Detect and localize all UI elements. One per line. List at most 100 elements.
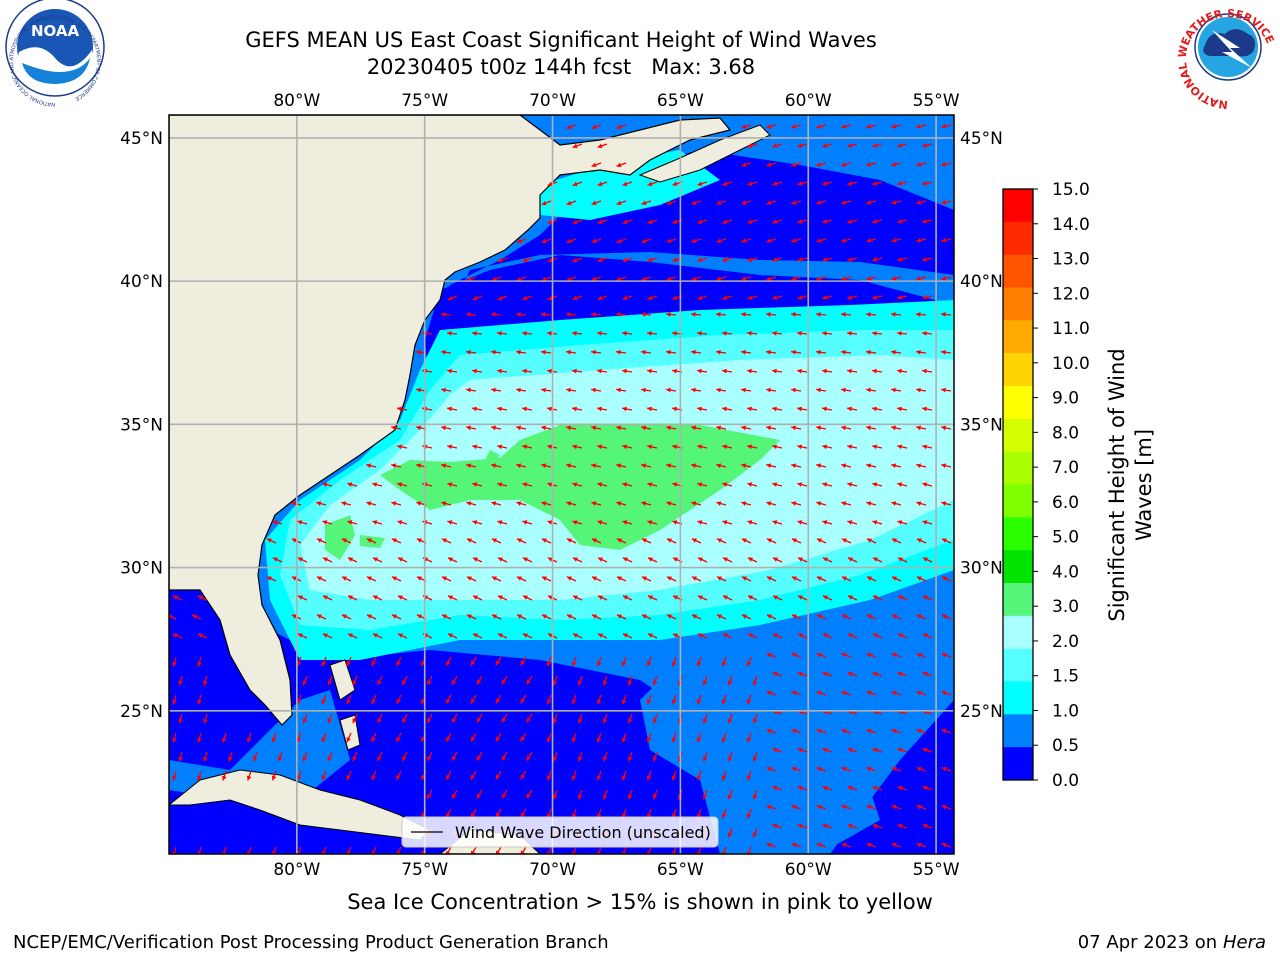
wind-wave-arrow xyxy=(647,444,658,450)
wind-wave-arrow xyxy=(941,161,952,167)
wind-wave-arrow xyxy=(501,713,508,723)
wind-wave-arrow xyxy=(916,766,927,772)
wind-wave-arrow xyxy=(696,656,702,667)
wind-wave-arrow xyxy=(891,200,902,205)
wind-wave-arrow xyxy=(596,694,602,705)
wind-wave-arrow xyxy=(916,463,927,469)
wind-wave-arrow xyxy=(897,557,908,563)
wind-wave-arrow xyxy=(941,199,952,205)
wind-wave-arrow xyxy=(522,557,533,563)
wind-wave-arrow xyxy=(922,406,933,412)
colorbar-tick-label: 0.0 xyxy=(1052,771,1079,791)
wind-wave-arrow xyxy=(891,652,902,658)
wind-wave-arrow xyxy=(552,675,558,686)
wind-wave-arrow xyxy=(322,633,333,639)
wind-wave-arrow xyxy=(541,538,552,544)
wind-wave-arrow xyxy=(470,808,477,818)
wind-wave-arrow xyxy=(470,770,477,780)
wind-wave-arrow xyxy=(520,656,527,666)
wind-wave-arrow xyxy=(347,595,358,601)
wind-wave-arrow xyxy=(841,349,852,355)
wind-wave-arrow xyxy=(347,557,358,563)
colorbar-tick-label: 5.0 xyxy=(1052,528,1079,548)
wind-wave-arrow xyxy=(497,295,508,301)
wind-wave-arrow xyxy=(440,312,452,317)
wind-wave-arrow xyxy=(246,732,252,743)
wind-wave-arrow xyxy=(447,406,458,412)
wind-wave-arrow xyxy=(741,387,752,393)
wind-wave-arrow xyxy=(865,312,877,317)
wind-wave-arrow xyxy=(716,538,727,544)
wind-wave-arrow xyxy=(722,219,733,224)
wind-wave-arrow xyxy=(847,143,858,148)
wind-wave-arrow xyxy=(696,330,708,336)
wind-wave-arrow xyxy=(497,444,508,450)
wind-wave-arrow xyxy=(747,633,758,639)
wind-wave-arrow xyxy=(352,713,358,724)
wind-wave-arrow xyxy=(372,595,383,601)
wind-wave-arrow xyxy=(822,633,833,639)
wind-wave-arrow xyxy=(847,671,858,677)
wind-wave-arrow xyxy=(866,652,877,658)
wind-wave-arrow xyxy=(841,538,852,544)
wind-wave-arrow xyxy=(622,257,633,263)
wind-wave-arrow xyxy=(697,595,708,601)
wind-wave-arrow xyxy=(691,501,702,506)
wind-wave-arrow xyxy=(847,368,858,374)
chart-title: GEFS MEAN US East Coast Significant Heig… xyxy=(245,28,877,52)
wind-wave-arrow xyxy=(322,520,333,525)
wind-wave-arrow xyxy=(890,312,902,317)
wind-wave-arrow xyxy=(397,557,408,563)
footer-machine: Hera xyxy=(1222,932,1266,953)
colorbar-swatch xyxy=(1003,681,1033,715)
wind-wave-arrow xyxy=(872,557,883,563)
wind-wave-arrow xyxy=(797,520,808,525)
wind-wave-arrow xyxy=(916,576,927,582)
wind-wave-arrow xyxy=(697,406,708,412)
wind-wave-arrow xyxy=(766,804,777,810)
wind-wave-arrow xyxy=(872,295,883,300)
wind-wave-arrow xyxy=(897,406,908,412)
wind-wave-arrow xyxy=(922,671,933,677)
wind-wave-arrow xyxy=(747,257,758,262)
wind-wave-arrow xyxy=(597,633,608,639)
wind-wave-arrow xyxy=(178,713,183,724)
wind-wave-arrow xyxy=(476,675,483,685)
wind-wave-arrow xyxy=(697,482,708,487)
wind-wave-arrow xyxy=(472,633,483,639)
wind-wave-arrow xyxy=(822,181,833,186)
colorbar-swatch xyxy=(1003,550,1033,584)
wind-wave-arrow xyxy=(891,463,902,469)
wind-wave-arrow xyxy=(815,312,827,317)
wind-wave-arrow xyxy=(822,520,833,525)
wind-wave-arrow xyxy=(520,694,527,704)
wind-wave-arrow xyxy=(296,770,302,781)
wind-wave-arrow xyxy=(246,770,252,781)
wind-wave-arrow xyxy=(572,633,583,639)
colorbar-tick-label: 0.5 xyxy=(1052,736,1079,756)
wind-wave-arrow xyxy=(572,406,583,412)
lon-tick-label-bottom: 60°W xyxy=(785,860,832,880)
wind-wave-arrow xyxy=(666,349,677,355)
wind-wave-arrow xyxy=(616,238,627,244)
wind-wave-arrow xyxy=(546,694,552,705)
wind-wave-arrow xyxy=(941,275,952,281)
wind-wave-arrow xyxy=(571,656,577,667)
lon-tick-label-bottom: 75°W xyxy=(401,860,448,880)
wind-wave-arrow xyxy=(941,804,952,810)
wind-wave-arrow xyxy=(891,387,902,393)
wind-wave-arrow xyxy=(641,387,652,393)
wind-wave-arrow xyxy=(797,633,808,639)
wind-wave-arrow xyxy=(891,276,902,281)
wind-wave-arrow xyxy=(447,557,458,563)
wind-wave-arrow xyxy=(791,842,802,848)
map-frame xyxy=(168,114,955,855)
lat-tick-label-left: 40°N xyxy=(120,272,163,292)
wind-wave-arrow xyxy=(316,538,327,544)
wind-wave-arrow xyxy=(922,633,933,639)
wind-wave-arrow xyxy=(866,538,877,544)
wind-wave-arrow xyxy=(596,732,602,743)
wind-wave-arrow xyxy=(616,576,627,582)
lat-tick-label-left: 25°N xyxy=(120,702,163,722)
